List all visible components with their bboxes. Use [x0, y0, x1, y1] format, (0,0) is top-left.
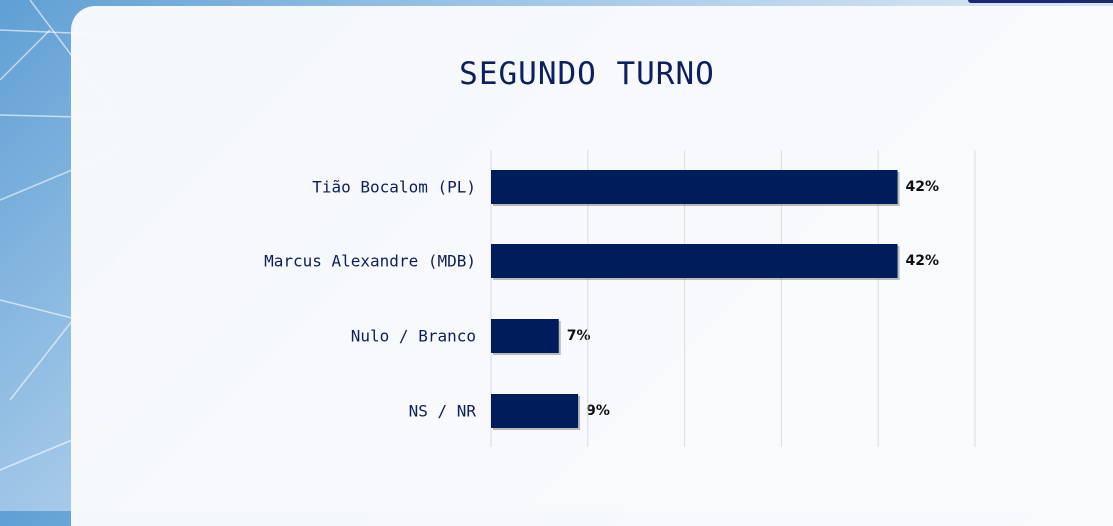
data-label: 42% — [905, 179, 940, 195]
data-label: 42% — [905, 253, 940, 269]
bar — [491, 319, 559, 353]
category-label: NS / NR — [408, 401, 476, 421]
data-label: 9% — [586, 403, 610, 419]
chart-title: SEGUNDO TURNO — [459, 56, 715, 92]
bar — [491, 170, 898, 204]
category-label: Nulo / Branco — [350, 326, 476, 346]
bar — [491, 394, 579, 428]
top-navigation-bar — [968, 0, 1113, 3]
category-label: Tião Bocalom (PL) — [312, 177, 476, 197]
category-label: Marcus Alexandre (MDB) — [264, 251, 476, 271]
bar-chart — [490, 150, 976, 447]
bar — [491, 244, 898, 278]
data-label: 7% — [566, 328, 591, 344]
